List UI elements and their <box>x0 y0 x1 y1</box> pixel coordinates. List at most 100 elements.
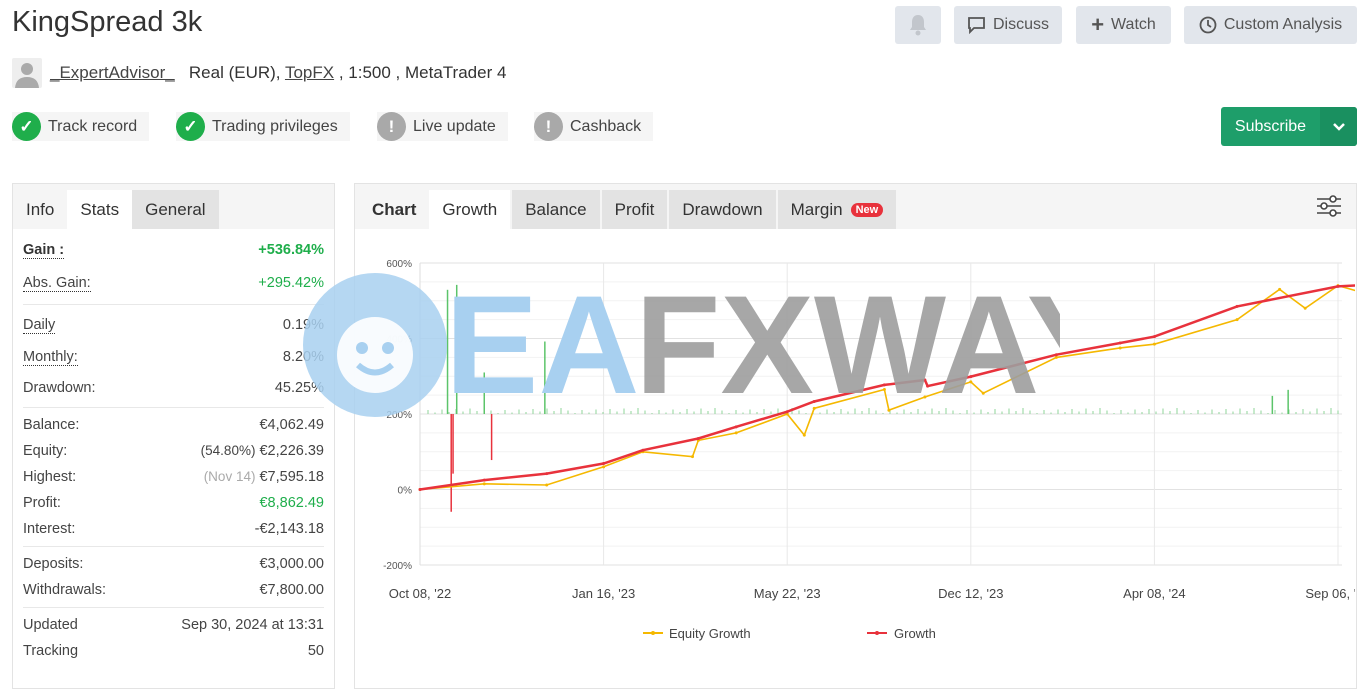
tab-balance[interactable]: Balance <box>512 190 600 229</box>
growth-point <box>882 383 886 387</box>
equity-growth-point <box>1152 342 1156 346</box>
deposits-value: €3,000.00 <box>259 556 324 572</box>
chart-title: Chart <box>372 199 417 219</box>
equity-growth-point <box>1118 346 1122 350</box>
subscribe-button[interactable]: Subscribe <box>1221 107 1357 146</box>
growth-point <box>926 384 930 388</box>
balance-label: Balance: <box>23 417 80 433</box>
badge-label: Track record <box>48 117 138 135</box>
comment-icon <box>968 17 985 34</box>
drawdown-value: 45.25% <box>274 380 324 396</box>
profit-value: €8,862.49 <box>259 495 324 511</box>
exclamation-icon: ! <box>534 112 563 141</box>
equity-growth-point <box>812 406 816 410</box>
clock-icon <box>1199 16 1217 34</box>
leverage: , 1:500 , <box>338 63 401 82</box>
tab-drawdown[interactable]: Drawdown <box>669 190 776 229</box>
badge-cashback[interactable]: ! Cashback <box>534 112 654 141</box>
growth-point <box>812 400 816 404</box>
broker-link[interactable]: TopFX <box>284 63 335 82</box>
highest-label: Highest: <box>23 469 77 485</box>
discuss-button[interactable]: Discuss <box>954 6 1062 44</box>
gain-value: +536.84% <box>258 242 324 258</box>
x-tick-label: May 22, '23 <box>754 586 821 601</box>
highest-date: (Nov 14) <box>203 469 256 484</box>
y-tick-label: 600% <box>386 259 412 270</box>
author-link[interactable]: _ExpertAdvisor_ <box>50 63 175 82</box>
daily-label[interactable]: Daily <box>23 316 56 334</box>
y-tick-label: 0% <box>398 486 413 497</box>
growth-point <box>969 375 973 379</box>
watch-button[interactable]: + Watch <box>1076 6 1171 44</box>
updated-value: Sep 30, 2024 at 13:31 <box>181 617 324 633</box>
growth-point <box>482 478 486 482</box>
badge-label: Cashback <box>570 117 642 135</box>
interest-value: -€2,143.18 <box>254 521 324 537</box>
interest-label: Interest: <box>23 521 76 537</box>
growth-line <box>419 284 1355 491</box>
discuss-label: Discuss <box>992 16 1049 33</box>
monthly-label[interactable]: Monthly: <box>23 348 78 366</box>
chart-tabs: Chart Growth Balance Profit Drawdown Mar… <box>355 184 1356 229</box>
x-tick-label: Sep 06, '24 <box>1305 586 1355 601</box>
subscribe-label: Subscribe <box>1234 117 1307 135</box>
exclamation-icon: ! <box>377 112 406 141</box>
equity-growth-point <box>1303 306 1307 310</box>
monthly-value: 8.20% <box>282 349 324 365</box>
withdrawals-value: €7,800.00 <box>259 582 324 598</box>
legend-equity-growth[interactable]: Equity Growth <box>669 626 751 641</box>
custom-analysis-label: Custom Analysis <box>1223 16 1343 33</box>
daily-value: 0.19% <box>282 317 324 333</box>
tracking-label: Tracking <box>23 643 79 659</box>
x-tick-label: Oct 08, '22 <box>389 586 451 601</box>
equity-percent: (54.80%) <box>200 443 256 458</box>
abs-gain-value: +295.42% <box>258 275 324 291</box>
tab-general[interactable]: General <box>132 190 219 229</box>
plus-icon: + <box>1091 12 1105 37</box>
growth-chart[interactable]: 600% 400% 200% 0% -200% Oct 08, '22 Jan 16, '2… <box>355 230 1355 685</box>
custom-analysis-button[interactable]: Custom Analysis <box>1184 6 1357 44</box>
gain-label[interactable]: Gain : <box>23 241 65 259</box>
highest-value: €7,595.18 <box>259 469 324 485</box>
tab-stats[interactable]: Stats <box>67 190 133 229</box>
badge-label: Live update <box>413 117 496 135</box>
growth-point <box>1336 284 1340 288</box>
growth-point <box>1235 304 1239 308</box>
check-icon: ✓ <box>12 112 41 141</box>
chevron-down-icon[interactable] <box>1320 107 1357 146</box>
equity-value: €2,226.39 <box>259 443 324 459</box>
equity-growth-point <box>482 482 486 486</box>
growth-point <box>1152 335 1156 339</box>
equity-growth-point <box>887 408 891 412</box>
legend-growth[interactable]: Growth <box>894 626 936 641</box>
growth-point <box>641 448 645 452</box>
badge-track-record[interactable]: ✓ Track record <box>12 112 150 141</box>
equity-growth-point <box>1278 287 1282 291</box>
watch-label: Watch <box>1111 16 1156 33</box>
account-meta: _ExpertAdvisor_ Real (EUR), TopFX , 1:50… <box>50 63 506 83</box>
badge-live-update[interactable]: ! Live update <box>377 112 508 141</box>
x-tick-label: Dec 12, '23 <box>938 586 1003 601</box>
equity-growth-point <box>969 380 973 384</box>
tab-profit[interactable]: Profit <box>601 190 668 229</box>
equity-growth-point <box>785 412 789 416</box>
equity-growth-point <box>1054 355 1058 359</box>
x-tick-label: Apr 08, '24 <box>1123 586 1185 601</box>
tab-info[interactable]: Info <box>26 199 55 219</box>
equity-growth-point <box>690 455 694 459</box>
tab-growth[interactable]: Growth <box>429 190 511 229</box>
badge-trading-privileges[interactable]: ✓ Trading privileges <box>176 112 350 141</box>
notify-button[interactable] <box>895 6 941 44</box>
tab-margin[interactable]: Margin New <box>777 190 897 229</box>
abs-gain-label[interactable]: Abs. Gain: <box>23 274 91 292</box>
avatar[interactable] <box>12 58 42 88</box>
drawdown-label: Drawdown: <box>23 380 96 396</box>
growth-point <box>1118 341 1122 345</box>
equity-growth-line <box>419 284 1355 491</box>
account-type: Real (EUR), <box>188 63 281 82</box>
chart-legend: Equity Growth Growth <box>643 626 936 641</box>
equity-growth-point <box>923 395 927 399</box>
bell-icon <box>910 15 926 36</box>
chart-settings-icon[interactable] <box>1316 190 1356 229</box>
growth-point <box>545 472 549 476</box>
